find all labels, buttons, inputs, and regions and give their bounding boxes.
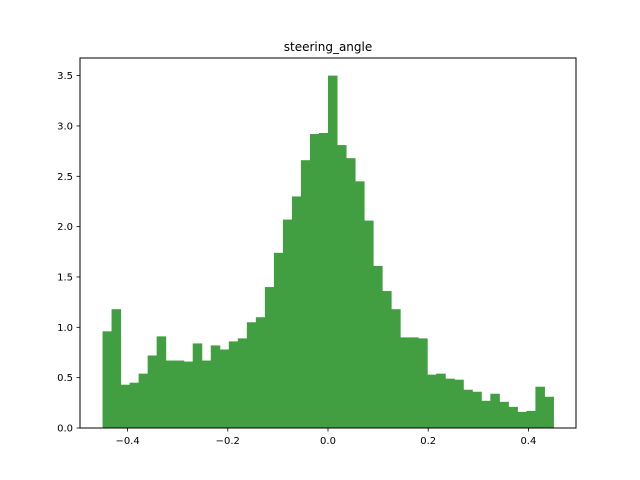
histogram-bar [355, 181, 365, 428]
y-tick-label: 0.0 [57, 424, 73, 435]
histogram-bar [147, 355, 158, 428]
histogram-bar [210, 345, 221, 428]
histogram-bar [445, 378, 455, 428]
histogram-bar [346, 158, 356, 428]
histogram-bar [337, 145, 347, 428]
histogram-bar [183, 361, 194, 428]
chart-title: steering_angle [284, 40, 373, 54]
histogram-bars [102, 75, 554, 428]
histogram-bar [111, 309, 122, 428]
histogram-bar [373, 265, 383, 428]
histogram-bar [490, 393, 500, 428]
histogram-bar [165, 360, 176, 428]
histogram-bar [364, 220, 374, 428]
y-tick-label: 3.5 [57, 71, 73, 82]
histogram-bar [544, 396, 554, 428]
histogram-bar [463, 389, 473, 428]
histogram-bar [418, 338, 428, 428]
histogram-bar [472, 391, 482, 428]
y-tick-label: 0.5 [57, 373, 73, 384]
histogram-bar [400, 337, 410, 428]
y-tick-label: 1.0 [57, 323, 73, 334]
histogram-bar [174, 360, 185, 428]
histogram-bar [427, 374, 437, 428]
histogram-bar [535, 386, 545, 428]
histogram-bar [264, 287, 275, 428]
histogram-bar [318, 133, 329, 428]
y-tick-label: 3.0 [57, 121, 73, 132]
histogram-bar [328, 75, 338, 428]
x-tick-label: −0.2 [216, 436, 240, 447]
histogram-bar [138, 373, 149, 428]
histogram-bar [300, 160, 311, 428]
histogram-bar [255, 317, 266, 428]
histogram-bar [228, 341, 239, 428]
histogram-bar [382, 291, 392, 428]
y-tick-label: 2.5 [57, 172, 73, 183]
histogram-bar [517, 411, 527, 428]
x-tick-label: −0.4 [115, 436, 139, 447]
histogram-bar [391, 309, 401, 428]
histogram-bar [436, 373, 446, 428]
histogram-bar [291, 196, 302, 428]
x-tick-label: 0.2 [420, 436, 436, 447]
x-tick-label: 0.0 [320, 436, 336, 447]
histogram-bar [282, 219, 293, 428]
y-axis: 0.0 0.5 1.0 1.5 2.0 2.5 3.0 3.5 [57, 71, 80, 435]
histogram-bar [192, 343, 203, 428]
histogram-bar [454, 379, 464, 428]
histogram-bar [481, 400, 491, 428]
histogram-bar [237, 338, 248, 428]
histogram-bar [156, 336, 167, 428]
histogram-bar [309, 134, 320, 428]
plot-frame [79, 57, 577, 429]
histogram-bar [508, 406, 518, 428]
x-tick-label: 0.4 [520, 436, 536, 447]
histogram-bar [201, 360, 212, 428]
x-axis: −0.4 −0.2 0.0 0.2 0.4 [115, 428, 536, 447]
histogram-bar [246, 322, 257, 428]
histogram-bar [526, 410, 536, 428]
histogram-bar [102, 331, 113, 428]
histogram-bar [409, 337, 419, 428]
histogram-bar [219, 349, 230, 428]
histogram-bar [120, 384, 131, 428]
y-tick-label: 1.5 [57, 272, 73, 283]
histogram-bar [499, 401, 509, 428]
histogram-bar [273, 252, 284, 428]
y-tick-label: 2.0 [57, 222, 73, 233]
histogram-bar [129, 382, 140, 428]
